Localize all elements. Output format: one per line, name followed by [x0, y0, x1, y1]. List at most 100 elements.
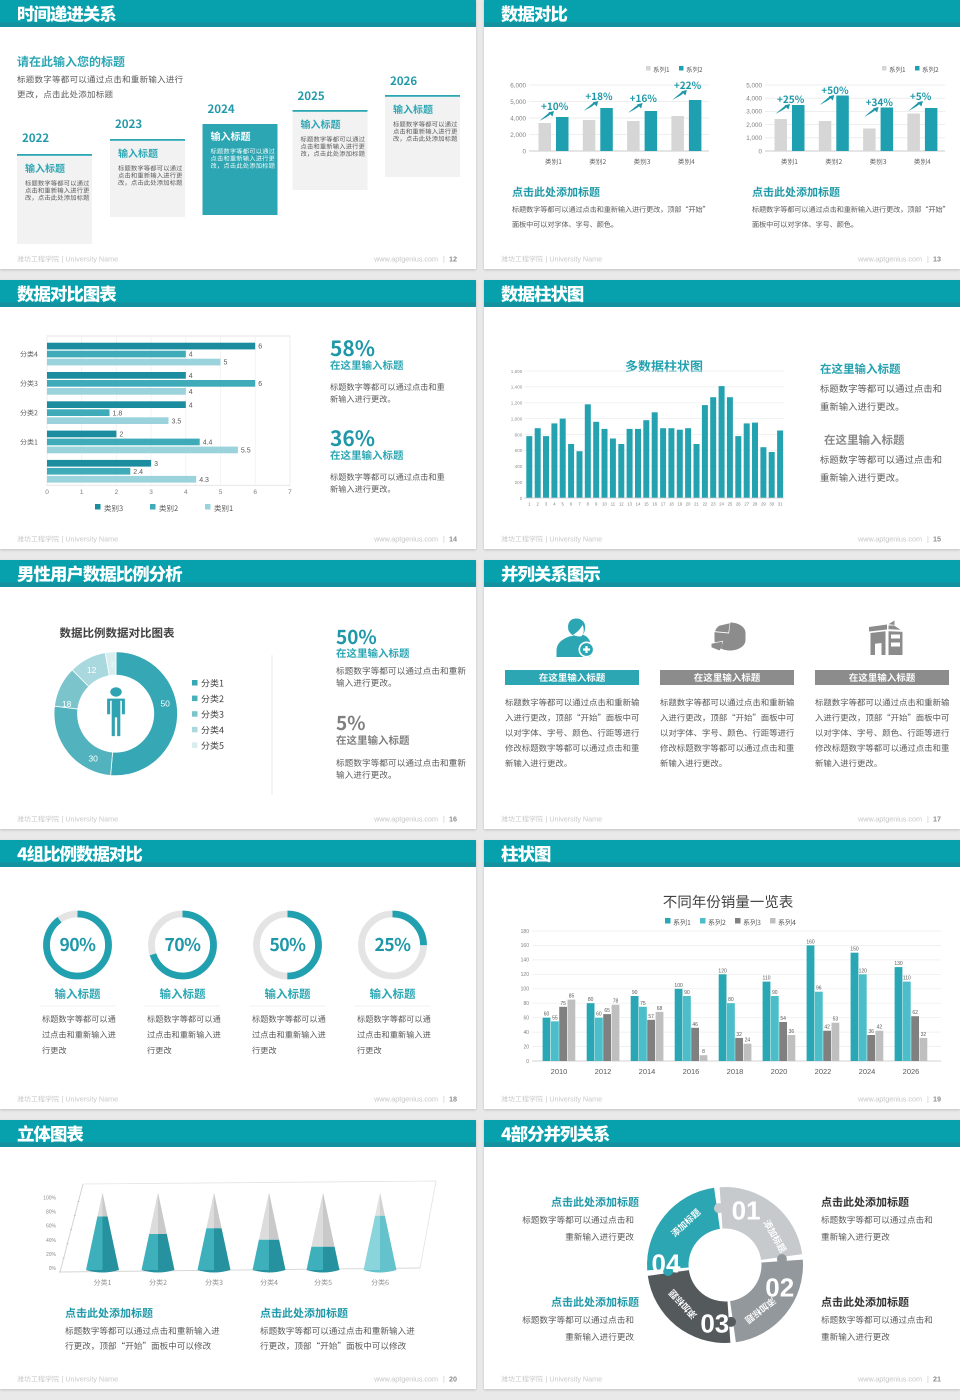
svg-text:1,000: 1,000: [511, 416, 523, 421]
svg-text:23: 23: [711, 502, 716, 507]
svg-text:50: 50: [160, 698, 170, 708]
svg-text:6: 6: [570, 502, 573, 507]
svg-text:80: 80: [523, 1001, 529, 1007]
svg-text:68: 68: [657, 1006, 663, 1012]
svg-text:www.aptgenius.com: www.aptgenius.com: [373, 1095, 438, 1104]
svg-text:|: |: [927, 1095, 929, 1104]
svg-text:180: 180: [521, 929, 530, 935]
svg-text:11: 11: [611, 502, 616, 507]
svg-text:150: 150: [850, 947, 859, 953]
svg-text:18: 18: [449, 1095, 457, 1104]
svg-text:18: 18: [62, 699, 72, 709]
svg-text:|: |: [443, 1095, 445, 1104]
svg-text:4.4: 4.4: [203, 440, 213, 447]
svg-text:| University Name: | University Name: [62, 1095, 119, 1104]
svg-text:5: 5: [224, 360, 228, 367]
svg-text:17: 17: [933, 815, 941, 824]
svg-text:42: 42: [824, 1025, 830, 1031]
svg-text:|: |: [927, 535, 929, 544]
svg-text:62: 62: [912, 1010, 918, 1016]
svg-text:1: 1: [528, 502, 531, 507]
svg-text:21: 21: [694, 502, 699, 507]
svg-text:90: 90: [632, 990, 638, 996]
svg-text:25: 25: [728, 502, 733, 507]
svg-text:400: 400: [515, 464, 523, 469]
svg-text:10: 10: [602, 502, 607, 507]
svg-text:16: 16: [652, 502, 657, 507]
svg-text:2026: 2026: [903, 1067, 920, 1076]
svg-text:| University Name: | University Name: [546, 1375, 603, 1384]
svg-text:www.aptgenius.com: www.aptgenius.com: [857, 1375, 922, 1384]
svg-text:12: 12: [87, 665, 97, 675]
svg-text:4,000: 4,000: [510, 115, 526, 122]
svg-text:140: 140: [521, 958, 530, 964]
svg-text:13: 13: [627, 502, 632, 507]
svg-text:2012: 2012: [595, 1067, 612, 1076]
svg-text:|: |: [927, 815, 929, 824]
svg-text:| University Name: | University Name: [546, 255, 603, 264]
svg-text:65: 65: [604, 1008, 610, 1014]
svg-text:www.aptgenius.com: www.aptgenius.com: [857, 255, 922, 264]
svg-text:53: 53: [833, 1017, 839, 1023]
svg-text:100: 100: [521, 987, 530, 993]
svg-text:27: 27: [744, 502, 749, 507]
svg-text:130: 130: [894, 961, 903, 967]
svg-text:2: 2: [119, 432, 123, 439]
svg-text:4: 4: [189, 402, 193, 409]
svg-text:90: 90: [772, 990, 778, 996]
svg-text:2016: 2016: [683, 1067, 700, 1076]
svg-text:20%: 20%: [46, 1252, 57, 1258]
svg-text:36: 36: [868, 1029, 874, 1035]
svg-text:4.3: 4.3: [199, 477, 209, 484]
svg-text:| University Name: | University Name: [62, 815, 119, 824]
svg-text:| University Name: | University Name: [546, 535, 603, 544]
svg-text:18: 18: [669, 502, 674, 507]
svg-text:03: 03: [700, 1309, 729, 1339]
svg-text:www.aptgenius.com: www.aptgenius.com: [857, 535, 922, 544]
svg-text:32: 32: [921, 1032, 927, 1038]
svg-text:17: 17: [661, 502, 666, 507]
svg-text:3.5: 3.5: [172, 418, 182, 425]
svg-text:20: 20: [686, 502, 691, 507]
svg-text:100: 100: [674, 983, 683, 989]
svg-text:3: 3: [154, 461, 158, 468]
svg-text:1,400: 1,400: [511, 385, 523, 390]
svg-text:1: 1: [80, 489, 84, 496]
svg-text:30: 30: [88, 754, 98, 764]
svg-text:8: 8: [587, 502, 590, 507]
svg-text:|: |: [927, 255, 929, 264]
svg-text:|: |: [443, 815, 445, 824]
svg-text:2: 2: [115, 489, 119, 496]
svg-text:www.aptgenius.com: www.aptgenius.com: [373, 255, 438, 264]
svg-text:80%: 80%: [46, 1210, 57, 1216]
svg-text:0: 0: [520, 496, 523, 501]
svg-text:800: 800: [515, 432, 523, 437]
svg-text:75: 75: [560, 1001, 566, 1007]
svg-text:36: 36: [789, 1029, 795, 1035]
svg-text:31: 31: [778, 502, 783, 507]
svg-text:1.8: 1.8: [113, 410, 123, 417]
svg-text:2.4: 2.4: [133, 469, 143, 476]
svg-text:6: 6: [258, 381, 262, 388]
svg-text:42: 42: [877, 1025, 883, 1031]
svg-text:57: 57: [648, 1014, 654, 1020]
svg-text:9: 9: [595, 502, 598, 507]
svg-text:0: 0: [45, 489, 49, 496]
svg-text:2: 2: [537, 502, 540, 507]
svg-text:7: 7: [578, 502, 581, 507]
svg-text:| University Name: | University Name: [546, 815, 603, 824]
svg-text:110: 110: [903, 976, 911, 982]
svg-text:60: 60: [544, 1012, 550, 1018]
svg-text:28: 28: [753, 502, 758, 507]
svg-text:|: |: [443, 535, 445, 544]
svg-text:www.aptgenius.com: www.aptgenius.com: [373, 815, 438, 824]
svg-text:32: 32: [736, 1032, 742, 1038]
svg-text:|: |: [443, 1375, 445, 1384]
svg-text:46: 46: [692, 1022, 698, 1028]
svg-text:0%: 0%: [49, 1266, 57, 1272]
svg-text:20: 20: [449, 1375, 457, 1384]
svg-text:100%: 100%: [43, 1196, 56, 1202]
svg-text:0: 0: [526, 1059, 529, 1065]
svg-text:120: 120: [718, 968, 727, 974]
svg-text:8: 8: [702, 1049, 705, 1055]
